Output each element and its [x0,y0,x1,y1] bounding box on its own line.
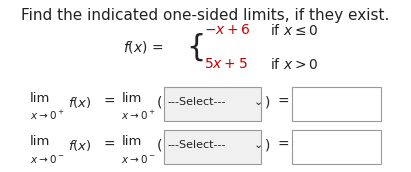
Text: $f(x)$ =: $f(x)$ = [123,39,165,55]
Text: $-x + 6$: $-x + 6$ [204,23,251,37]
Text: Find the indicated one-sided limits, if they exist.: Find the indicated one-sided limits, if … [21,8,390,23]
Text: lim: lim [30,92,50,105]
Text: =: = [103,95,115,109]
Text: lim: lim [30,135,50,148]
Text: ---Select---: ---Select--- [168,140,226,150]
FancyBboxPatch shape [291,130,381,164]
Text: ): ) [265,95,270,109]
Text: ---Select---: ---Select--- [168,97,226,107]
FancyBboxPatch shape [291,87,381,121]
Text: $f(x)$: $f(x)$ [67,95,91,110]
Text: ⌄: ⌄ [254,140,263,150]
Text: $x{\to}0^-$: $x{\to}0^-$ [30,153,65,165]
Text: $f(x)$: $f(x)$ [67,138,91,153]
Text: if $x \leq 0$: if $x \leq 0$ [270,23,318,38]
Text: $x{\to}0^-$: $x{\to}0^-$ [121,153,156,165]
Text: =: = [103,138,115,152]
Text: ): ) [265,138,270,152]
FancyBboxPatch shape [164,130,261,164]
Text: =: = [277,138,289,152]
Text: $x{\to}0^+$: $x{\to}0^+$ [30,109,65,122]
Text: ⌄: ⌄ [254,97,263,107]
Text: $x{\to}0^+$: $x{\to}0^+$ [121,109,156,122]
Text: lim: lim [121,135,142,148]
Text: if $x > 0$: if $x > 0$ [270,56,318,72]
Text: (: ( [157,95,163,109]
Text: =: = [277,95,289,109]
Text: $5x + 5$: $5x + 5$ [204,57,247,71]
FancyBboxPatch shape [164,87,261,121]
Text: $\{$: $\{$ [186,31,203,63]
Text: (: ( [157,138,163,152]
Text: lim: lim [121,92,142,105]
